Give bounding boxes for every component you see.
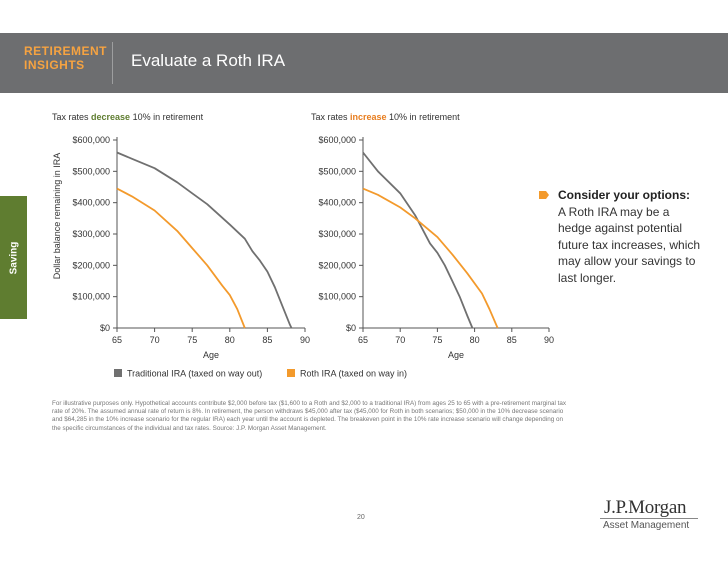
chart-title: Tax rates decrease 10% in retirement [52, 112, 204, 122]
x-tick-label: 80 [470, 335, 480, 345]
footnote: For illustrative purposes only. Hypothet… [52, 400, 567, 432]
brand-line-1: RETIREMENT [24, 44, 107, 58]
traditional-ira-line [116, 151, 293, 329]
legend-label-roth: Roth IRA (taxed on way in) [300, 369, 407, 379]
chart-title: Tax rates increase 10% in retirement [311, 112, 460, 122]
options-title: Consider your options: [558, 188, 690, 202]
jpmorgan-logo: J.P.Morgan [604, 497, 687, 518]
y-tick-label: $300,000 [72, 229, 110, 239]
arrow-flag-icon [539, 191, 549, 199]
y-tick-label: $100,000 [318, 292, 356, 302]
x-tick-label: 70 [395, 335, 405, 345]
logo-divider [600, 518, 698, 519]
x-tick-label: 90 [544, 335, 554, 345]
x-tick-label: 80 [225, 335, 235, 345]
y-tick-label: $100,000 [72, 292, 110, 302]
y-tick-label: $600,000 [318, 135, 356, 145]
y-tick-label: $600,000 [72, 135, 110, 145]
y-tick-label: $0 [100, 323, 110, 333]
legend-swatch-roth [287, 369, 295, 377]
y-axis-label: Dollar balance remaining in IRA [52, 153, 62, 280]
y-tick-label: $400,000 [72, 198, 110, 208]
x-axis-label: Age [203, 350, 219, 360]
x-tick-label: 85 [262, 335, 272, 345]
y-tick-label: $200,000 [318, 260, 356, 270]
options-body: A Roth IRA may be a hedge against potent… [558, 204, 701, 285]
page-number: 20 [357, 514, 365, 521]
y-tick-label: $200,000 [72, 260, 110, 270]
legend-swatch-traditional [114, 369, 122, 377]
header-bar: RETIREMENT INSIGHTS Evaluate a Roth IRA [0, 33, 728, 93]
brand-line-2: INSIGHTS [24, 58, 85, 72]
x-axis-label: Age [448, 350, 464, 360]
roth-ira-line [116, 187, 246, 329]
header-divider [112, 42, 113, 84]
y-tick-label: $500,000 [72, 166, 110, 176]
x-tick-label: 70 [150, 335, 160, 345]
roth-ira-line [362, 187, 499, 329]
options-callout: Consider your options: A Roth IRA may be… [539, 187, 705, 286]
page-title: Evaluate a Roth IRA [131, 51, 286, 70]
brand-label: RETIREMENT INSIGHTS [24, 44, 107, 72]
y-tick-label: $500,000 [318, 166, 356, 176]
traditional-ira-line [362, 151, 474, 329]
legend-label-traditional: Traditional IRA (taxed on way out) [127, 369, 262, 379]
x-tick-label: 75 [187, 335, 197, 345]
y-tick-label: $300,000 [318, 229, 356, 239]
y-tick-label: $0 [346, 323, 356, 333]
x-tick-label: 65 [358, 335, 368, 345]
x-tick-label: 75 [432, 335, 442, 345]
logo-subtitle: Asset Management [603, 520, 690, 531]
x-tick-label: 65 [112, 335, 122, 345]
x-tick-label: 85 [507, 335, 517, 345]
x-tick-label: 90 [300, 335, 310, 345]
y-tick-label: $400,000 [318, 198, 356, 208]
section-tab: Saving [0, 196, 27, 319]
